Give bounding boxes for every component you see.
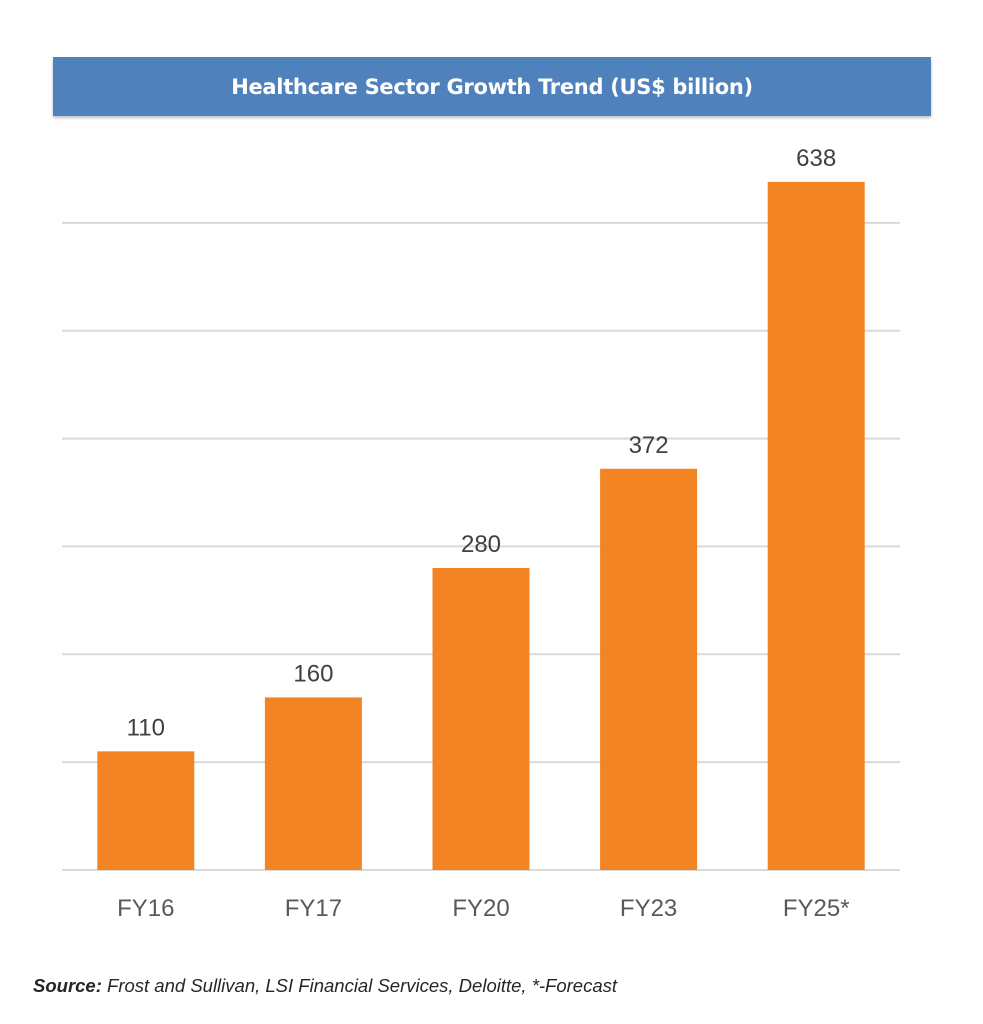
- bar-chart: 110 FY16 160 FY17 280 FY20 372 FY23 638 FY25*: [62, 145, 900, 922]
- data-label: 638: [796, 145, 836, 172]
- bar: [600, 468, 698, 870]
- source-label: Source:: [33, 975, 102, 996]
- bar: [97, 751, 195, 870]
- x-tick-label: FY20: [452, 895, 509, 922]
- bar: [767, 181, 865, 870]
- x-tick-label: FY16: [117, 895, 174, 922]
- source-text: Frost and Sullivan, LSI Financial Servic…: [101, 975, 618, 996]
- x-tick-label: FY17: [285, 895, 342, 922]
- bar: [432, 568, 530, 870]
- data-label: 372: [629, 432, 669, 459]
- source-note: Source: Frost and Sullivan, LSI Financia…: [33, 975, 617, 997]
- chart-title-bar: Healthcare Sector Growth Trend (US$ bill…: [53, 57, 931, 116]
- data-label: 280: [461, 531, 501, 558]
- x-tick-label: FY25*: [783, 895, 850, 922]
- bar: [264, 697, 362, 870]
- data-label: 160: [293, 660, 333, 687]
- x-tick-label: FY23: [620, 895, 677, 922]
- chart-title: Healthcare Sector Growth Trend (US$ bill…: [231, 74, 753, 99]
- data-label: 110: [127, 714, 165, 741]
